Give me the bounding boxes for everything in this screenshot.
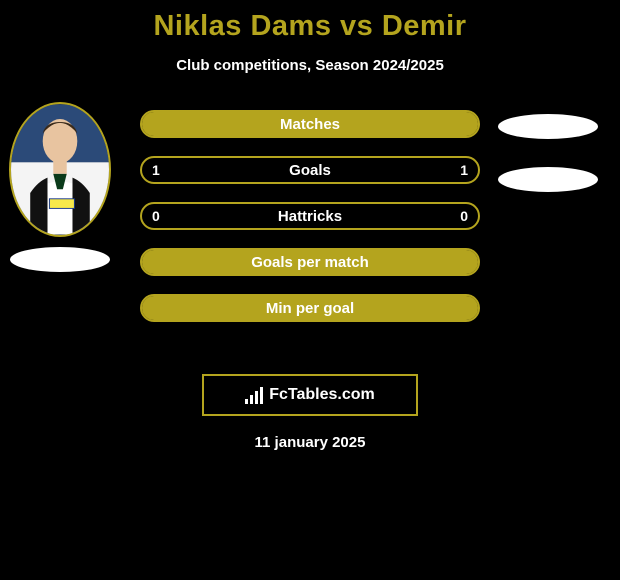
brand-logo-icon — [245, 386, 263, 404]
stat-bar-hattricks: 0 Hattricks 0 — [140, 202, 480, 230]
page-subtitle: Club competitions, Season 2024/2025 — [0, 57, 620, 74]
page-title: Niklas Dams vs Demir — [0, 0, 620, 43]
player-left-name-pill — [10, 247, 110, 272]
stat-label: Matches — [142, 116, 478, 133]
stat-label: Min per goal — [142, 300, 478, 317]
stat-label: Hattricks — [142, 208, 478, 225]
player-right-name-pill-1 — [498, 114, 598, 139]
brand-text: FcTables.com — [269, 386, 375, 404]
date-label: 11 january 2025 — [0, 434, 620, 451]
stat-bar-min-per-goal: Min per goal — [140, 294, 480, 322]
player-photo-icon — [11, 104, 109, 235]
stat-bars: Matches 1 Goals 1 0 Hattricks 0 Goals pe… — [140, 110, 480, 322]
stat-value-right: 1 — [460, 162, 468, 178]
stat-bar-goals-per-match: Goals per match — [140, 248, 480, 276]
stat-bar-goals: 1 Goals 1 — [140, 156, 480, 184]
brand-box[interactable]: FcTables.com — [202, 374, 418, 416]
player-right-name-pill-2 — [498, 167, 598, 192]
stat-value-right: 0 — [460, 208, 468, 224]
stat-label: Goals per match — [142, 254, 478, 271]
player-left-avatar — [9, 102, 111, 237]
stat-label: Goals — [142, 162, 478, 179]
stat-bar-matches: Matches — [140, 110, 480, 138]
player-left-column — [0, 102, 120, 272]
comparison-panel: Matches 1 Goals 1 0 Hattricks 0 Goals pe… — [0, 102, 620, 362]
